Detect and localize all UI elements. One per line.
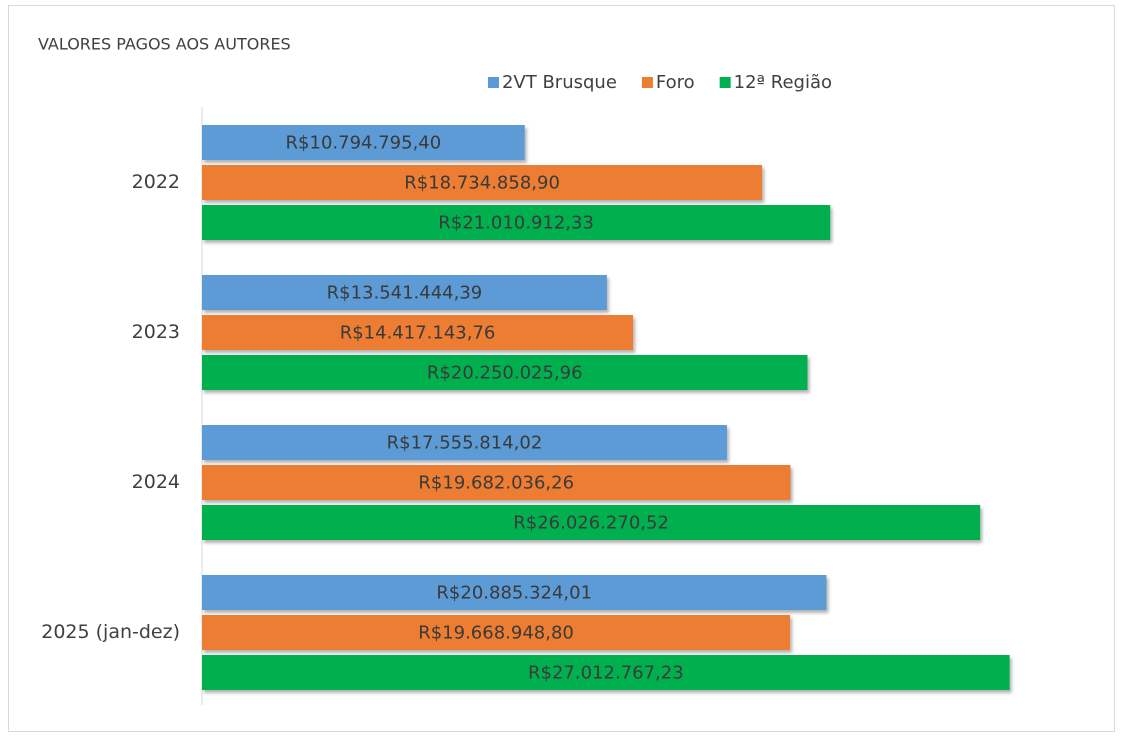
bar-label: R$19.668.948,80 <box>418 623 574 644</box>
bar <box>202 125 525 160</box>
legend-label: 12ª Região <box>734 72 832 93</box>
bar-label: R$10.794.795,40 <box>286 133 442 154</box>
chart-title: VALORES PAGOS AOS AUTORES <box>38 35 291 54</box>
bar <box>202 355 808 390</box>
legend-label: Foro <box>656 72 695 93</box>
bar-label: R$20.885.324,01 <box>436 583 592 604</box>
bar <box>202 315 634 350</box>
legend-swatch <box>641 77 653 88</box>
bar <box>202 275 607 310</box>
legend-swatch <box>719 77 731 88</box>
bar-label: R$13.541.444,39 <box>327 283 483 304</box>
bar-label: R$17.555.814,02 <box>387 433 543 454</box>
bar-label: R$20.250.025,96 <box>427 363 583 384</box>
bar <box>202 505 981 540</box>
bar-label: R$19.682.036,26 <box>418 473 574 494</box>
bar <box>202 205 831 240</box>
bar-label: R$27.012.767,23 <box>528 663 684 684</box>
bar <box>202 655 1010 690</box>
category-label: 2025 (jan-dez) <box>41 621 180 643</box>
bar <box>202 575 827 610</box>
bar <box>202 425 727 460</box>
legend-label: 2VT Brusque <box>502 72 617 93</box>
legend-swatch <box>487 77 499 88</box>
bar-label: R$26.026.270,52 <box>513 513 669 534</box>
bar <box>202 615 791 650</box>
bar-label: R$14.417.143,76 <box>340 323 496 344</box>
category-label: 2023 <box>132 321 180 343</box>
category-label: 2022 <box>132 171 180 193</box>
bar <box>202 465 791 500</box>
bar-label: R$18.734.858,90 <box>404 173 560 194</box>
category-label: 2024 <box>132 471 180 493</box>
bar <box>202 165 763 200</box>
bar-label: R$21.010.912,33 <box>438 213 594 234</box>
